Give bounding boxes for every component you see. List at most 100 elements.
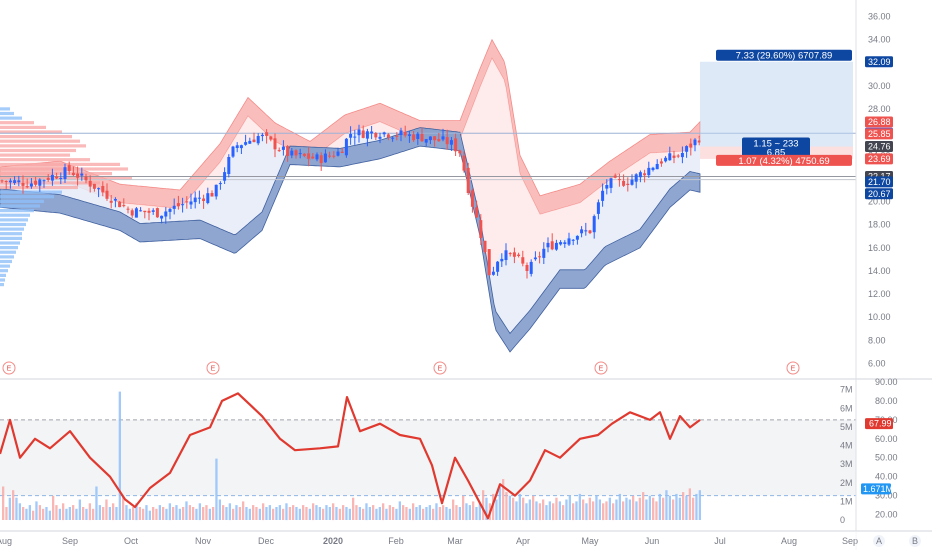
volume-tick-label: 7M (840, 385, 853, 395)
time-tick-label: Oct (124, 536, 139, 546)
stop-label-bg (716, 154, 852, 166)
candle-body (151, 210, 155, 212)
price-axis[interactable]: 6.008.0010.0012.0014.0016.0018.0020.0022… (865, 12, 893, 369)
earnings-marker-circle (206, 361, 220, 375)
stop-label-box[interactable]: 1.07 (4.32%) 4750.69 (716, 154, 852, 167)
rsi-tick-label: 40.00 (875, 472, 898, 482)
volume-bar (68, 507, 71, 520)
candle-body (147, 210, 151, 213)
price-tag-bg (865, 176, 893, 188)
volume-bar (352, 497, 355, 520)
volume-bar (298, 508, 301, 520)
volume-bar (52, 495, 55, 520)
candle-body (554, 242, 558, 250)
candle-body (109, 200, 113, 203)
volume-bar (395, 508, 398, 520)
volume-profile-bar (0, 273, 6, 277)
candle-body (252, 139, 256, 143)
candle-body (647, 167, 651, 176)
candle-body (370, 131, 374, 134)
volume-profile-bar (0, 185, 78, 190)
volume-bar (578, 493, 581, 520)
volume-bar (552, 503, 555, 521)
position-target-zone[interactable] (700, 61, 853, 147)
candle-body (550, 241, 554, 250)
earnings-marker[interactable]: E (2, 361, 16, 375)
volume-profile-bar (0, 130, 62, 134)
candle-body (105, 190, 109, 199)
candle-body (676, 155, 680, 157)
candle-body (311, 156, 315, 159)
volume-profile-bar (0, 269, 8, 273)
volume-profile-bar (0, 181, 100, 185)
candle-body (353, 136, 357, 138)
time-axis[interactable]: Aug Sep Oct Nov Dec 2020 Feb Mar Apr May Jun Jul Aug… (0, 536, 858, 546)
stop-label: 1.07 (4.32%) 4750.69 (738, 156, 829, 167)
candle-body (668, 153, 672, 161)
volume-bar (338, 508, 341, 520)
candle-body (483, 240, 487, 252)
candle-body (575, 235, 579, 240)
indicator-layer (0, 391, 856, 521)
indicator-axis[interactable]: 20.0030.0040.0050.0060.0070.0080.0090.00… (840, 377, 898, 525)
volume-bar (605, 501, 608, 520)
volume-bar (218, 499, 221, 520)
volume-bar (538, 503, 541, 521)
candle-body (613, 175, 617, 178)
candle-body (50, 174, 54, 181)
log-scale-button[interactable]: B (909, 535, 921, 547)
candle-body (441, 136, 445, 140)
price-tag[interactable]: 24.76 (865, 141, 893, 152)
volume-bar (505, 492, 508, 520)
price-tag-label: 24.76 (868, 142, 891, 152)
volume-bar (305, 507, 308, 520)
volume-value-tag[interactable]: 1.671M (861, 483, 893, 495)
price-tag[interactable]: 23.69 (865, 153, 893, 165)
price-tag[interactable]: 32.09 (865, 56, 893, 68)
volume-bar (522, 497, 525, 520)
rsi-tick-label: 50.00 (875, 453, 898, 463)
price-tick-label: 18.00 (868, 220, 891, 230)
candle-body (403, 132, 407, 136)
target-label-box[interactable]: 7.33 (29.60%) 6707.89 (716, 49, 852, 62)
price-tag[interactable]: 20.67 (865, 188, 893, 200)
candle-body (395, 135, 399, 137)
candle-body (630, 179, 634, 185)
volume-bar (508, 495, 511, 520)
price-tag[interactable]: 26.88 (865, 116, 893, 128)
price-tag[interactable]: 25.85 (865, 128, 893, 140)
earnings-marker[interactable]: E (433, 361, 447, 375)
price-tag[interactable]: 21.70 (865, 176, 893, 188)
candle-body (428, 136, 432, 141)
volume-bar (58, 508, 61, 520)
earnings-marker[interactable]: E (206, 361, 220, 375)
volume-bar (478, 503, 481, 521)
candle-body (643, 173, 647, 176)
volume-bar (418, 505, 421, 520)
volume-tick-label: 3M (840, 459, 853, 469)
earnings-marker[interactable]: E (786, 361, 800, 375)
candle-body (181, 204, 185, 206)
volume-profile-bar (0, 209, 34, 213)
time-tick-label: Aug (0, 536, 12, 546)
earnings-marker-label: E (7, 366, 12, 373)
volume-bar (45, 507, 48, 520)
earnings-marker[interactable]: E (594, 361, 608, 375)
candle-body (59, 178, 63, 179)
candle-body (172, 205, 176, 209)
volume-bar (175, 505, 178, 520)
candle-body (248, 140, 252, 144)
volume-bar (402, 505, 405, 520)
volume-bar (82, 507, 85, 520)
candle-body (223, 172, 227, 181)
earnings-marker-circle (433, 361, 447, 375)
volume-bar (322, 508, 325, 520)
candle-body (21, 183, 25, 186)
auto-scale-button[interactable]: A (873, 535, 885, 547)
candle-body (680, 153, 684, 158)
rsi-value-tag[interactable]: 67.99 (865, 418, 893, 430)
volume-bar (302, 505, 305, 520)
volume-profile-bar (0, 250, 16, 254)
